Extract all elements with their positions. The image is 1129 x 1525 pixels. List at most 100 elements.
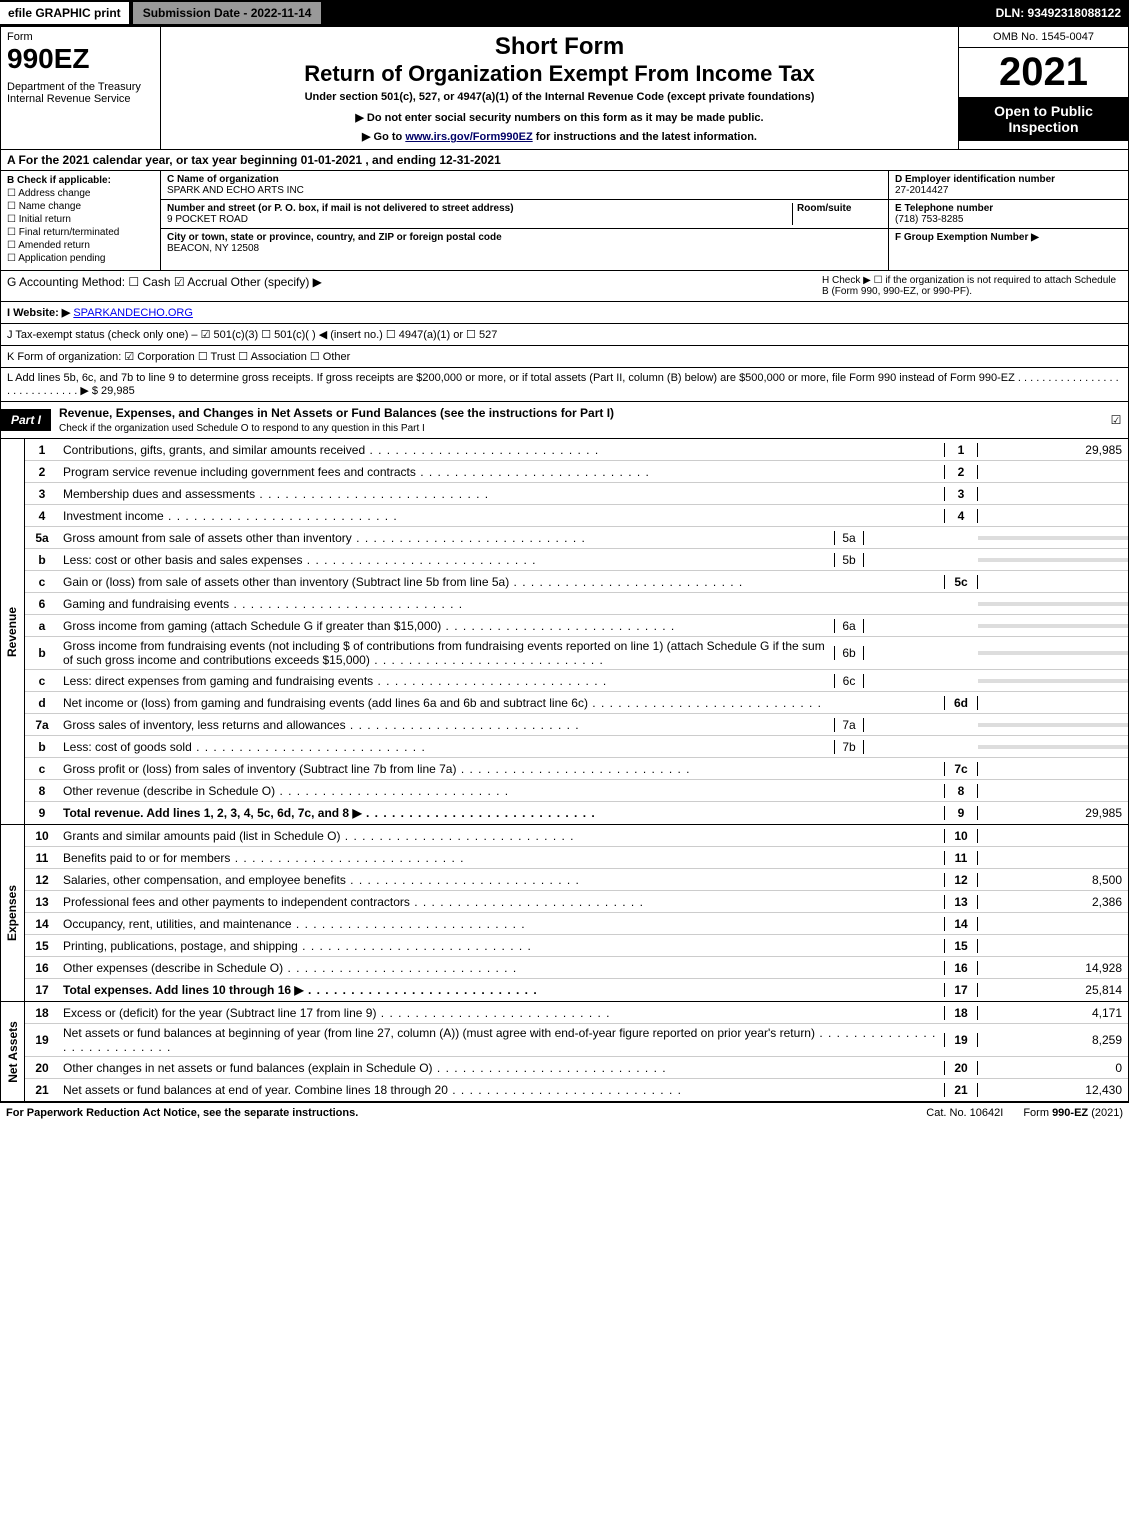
line-number: 12 [25,871,59,889]
website-link[interactable]: SPARKANDECHO.ORG [73,307,193,319]
line-desc: Net assets or fund balances at beginning… [59,1024,944,1056]
netassets-section: Net Assets 18Excess or (deficit) for the… [0,1002,1129,1102]
form-line: 19Net assets or fund balances at beginni… [25,1024,1128,1057]
line-number: d [25,694,59,712]
form-word: Form [7,31,154,43]
line-value [978,558,1128,562]
goto-post: for instructions and the latest informat… [533,131,757,143]
line-value [978,470,1128,474]
tel-value: (718) 753-8285 [895,214,963,225]
line-value [978,679,1128,683]
line-ref: 10 [944,829,978,843]
line-desc: Gross income from fundraising events (no… [59,637,834,669]
line-number: 15 [25,937,59,955]
form-line: 14Occupancy, rent, utilities, and mainte… [25,913,1128,935]
dept-label: Department of the Treasury Internal Reve… [7,81,154,105]
line-number: a [25,617,59,635]
top-bar: efile GRAPHIC print Submission Date - 20… [0,0,1129,26]
street-row: Number and street (or P. O. box, if mail… [161,200,888,229]
line-ref: 15 [944,939,978,953]
expenses-section: Expenses 10Grants and similar amounts pa… [0,825,1129,1002]
revenue-lines: 1Contributions, gifts, grants, and simil… [25,439,1128,824]
return-title: Return of Organization Exempt From Incom… [171,61,948,87]
line-number: b [25,644,59,662]
group-exemption-row: F Group Exemption Number ▶ [889,229,1128,246]
line-desc: Professional fees and other payments to … [59,893,944,911]
open-inspection: Open to Public Inspection [959,97,1128,141]
line-value [978,944,1128,948]
line-desc: Gross sales of inventory, less returns a… [59,716,834,734]
ein-label: D Employer identification number [895,174,1055,185]
row-a-tax-year: A For the 2021 calendar year, or tax yea… [0,150,1129,171]
line-value [978,624,1128,628]
line-number: 14 [25,915,59,933]
line-number: c [25,672,59,690]
checkbox-final-return[interactable]: ☐ Final return/terminated [7,227,154,238]
form-line: 10Grants and similar amounts paid (list … [25,825,1128,847]
header-left: Form 990EZ Department of the Treasury In… [1,27,161,149]
part-i-title-text: Revenue, Expenses, and Changes in Net As… [59,406,614,420]
line-number: 10 [25,827,59,845]
line-subnum: 5b [834,553,864,567]
city-value: BEACON, NY 12508 [167,243,259,254]
line-number: 16 [25,959,59,977]
line-desc: Membership dues and assessments [59,485,944,503]
goto-link[interactable]: www.irs.gov/Form990EZ [405,131,532,143]
part-i-tab: Part I [1,409,51,431]
line-desc: Gaming and fundraising events [59,595,944,613]
checkbox-application-pending[interactable]: ☐ Application pending [7,253,154,264]
line-desc: Other expenses (describe in Schedule O) [59,959,944,977]
dln-number: DLN: 93492318088122 [988,2,1129,24]
row-i-website: I Website: ▶ SPARKANDECHO.ORG [0,302,1129,324]
tel-label: E Telephone number [895,203,993,214]
checkbox-initial-return[interactable]: ☐ Initial return [7,214,154,225]
city-row: City or town, state or province, country… [161,229,888,257]
form-line: 4Investment income4 [25,505,1128,527]
revenue-section: Revenue 1Contributions, gifts, grants, a… [0,439,1129,825]
checkbox-name-change[interactable]: ☐ Name change [7,201,154,212]
line-value [978,701,1128,705]
row-a-text: A For the 2021 calendar year, or tax yea… [7,153,501,167]
line-ref: 6d [944,696,978,710]
line-desc: Gross income from gaming (attach Schedul… [59,617,834,635]
line-value: 25,814 [978,981,1128,999]
form-number: 990EZ [7,43,154,75]
line-value: 4,171 [978,1004,1128,1022]
form-line: 2Program service revenue including gover… [25,461,1128,483]
line-value [978,834,1128,838]
checkbox-address-change[interactable]: ☐ Address change [7,188,154,199]
form-line: 21Net assets or fund balances at end of … [25,1079,1128,1101]
tel-row: E Telephone number (718) 753-8285 [889,200,1128,229]
line-desc: Gross amount from sale of assets other t… [59,529,834,547]
line-ref: 21 [944,1083,978,1097]
line-desc: Investment income [59,507,944,525]
line-number: b [25,551,59,569]
form-line: 12Salaries, other compensation, and empl… [25,869,1128,891]
line-desc: Other changes in net assets or fund bala… [59,1059,944,1077]
line-subnum: 6a [834,619,864,633]
line-value: 0 [978,1059,1128,1077]
revenue-side-label: Revenue [1,439,25,824]
submission-date: Submission Date - 2022-11-14 [133,2,322,24]
ein-row: D Employer identification number 27-2014… [889,171,1128,200]
form-header: Form 990EZ Department of the Treasury In… [0,26,1129,150]
line-ref: 1 [944,443,978,457]
line-number: 3 [25,485,59,503]
line-number: c [25,760,59,778]
line-value [978,602,1128,606]
efile-print-label[interactable]: efile GRAPHIC print [0,2,129,24]
line-value [978,767,1128,771]
line-ref: 4 [944,509,978,523]
short-form-title: Short Form [171,33,948,61]
line-desc: Benefits paid to or for members [59,849,944,867]
line-desc: Less: cost or other basis and sales expe… [59,551,834,569]
line-desc: Occupancy, rent, utilities, and maintena… [59,915,944,933]
line-value: 8,500 [978,871,1128,889]
ssn-warning: ▶ Do not enter social security numbers o… [171,111,948,124]
expenses-side-label: Expenses [1,825,25,1001]
form-line: bLess: cost or other basis and sales exp… [25,549,1128,571]
line-value [978,856,1128,860]
checkbox-amended-return[interactable]: ☐ Amended return [7,240,154,251]
part-i-checkbox[interactable]: ☑ [1104,413,1128,427]
line-ref: 7c [944,762,978,776]
